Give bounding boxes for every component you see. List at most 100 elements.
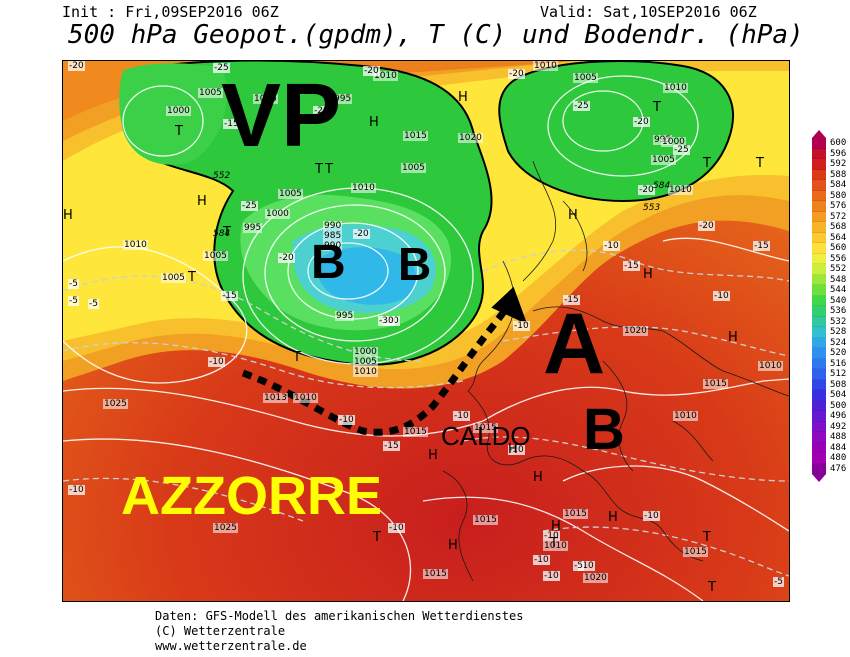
temperature-label: -10 (603, 241, 620, 251)
legend-bin (812, 306, 826, 317)
pressure-label: 995 (243, 223, 263, 233)
temperature-label: -5 (573, 561, 584, 571)
pressure-label: 1013 (263, 393, 288, 403)
pressure-label: 1000 (661, 137, 686, 147)
pressure-label: 1015 (563, 509, 588, 519)
legend-tick-label: 592 (830, 159, 847, 169)
legend-bin (812, 421, 826, 432)
legend-tick-label: 600 (830, 138, 847, 148)
temperature-label: -5 (68, 296, 79, 306)
temperature-label: -10 (453, 411, 470, 421)
temperature-label: -10 (643, 511, 660, 521)
pressure-center-marker: T (293, 350, 301, 365)
caldo-label: CALDO (441, 421, 531, 451)
legend-bins (812, 138, 826, 474)
temperature-label: -20 (313, 106, 330, 116)
temperature-label: -25 (213, 63, 230, 73)
pressure-label: 990 (323, 241, 343, 251)
pressure-center-marker: T (188, 270, 196, 285)
pressure-center-marker: T (175, 124, 183, 139)
pressure-label: 1010 (533, 61, 558, 71)
temperature-label: -5 (68, 279, 79, 289)
legend-tick-label: 544 (830, 285, 847, 295)
legend-tick-label: 520 (830, 348, 847, 358)
pressure-label: 1005 (278, 189, 303, 199)
legend-tick-label: 492 (830, 421, 847, 432)
legend-tick-label: 476 (830, 463, 847, 474)
low-b-1: B (311, 236, 346, 289)
legend-bin (812, 159, 826, 170)
temperature-label: -20 (508, 69, 525, 79)
pressure-label: 1015 (423, 569, 448, 579)
pressure-center-marker: H (197, 194, 207, 209)
temperature-label: -25 (573, 101, 590, 111)
legend-bin (812, 169, 826, 180)
pressure-label: 1015 (473, 515, 498, 525)
legend-bin (812, 463, 826, 474)
legend-bin (812, 211, 826, 222)
contour-value-label: 552 (213, 171, 231, 181)
pressure-label: 1015 (403, 131, 428, 141)
legend-bin (812, 453, 826, 464)
pressure-label: 1005 (253, 94, 278, 104)
legend-bin (812, 442, 826, 453)
temperature-label: -15 (223, 119, 240, 129)
temperature-label: -10 (533, 555, 550, 565)
legend-tick-label: 584 (830, 180, 847, 190)
pressure-center-marker: T (756, 156, 764, 171)
pressure-label: 1005 (353, 357, 378, 367)
ne-low-green (498, 61, 734, 203)
pressure-center-marker: T (703, 530, 711, 545)
temperature-label: -10 (388, 523, 405, 533)
pressure-label: 1000 (265, 209, 290, 219)
legend-bin (812, 138, 826, 149)
cold-core-inner (316, 247, 417, 305)
legend-tick-label: 496 (830, 411, 847, 421)
pressure-label: 1010 (353, 367, 378, 377)
legend-bin (812, 369, 826, 380)
legend-tick-label: 560 (830, 243, 847, 253)
legend-bin (812, 295, 826, 306)
pressure-label: 1010 (543, 541, 568, 551)
temperature-label: -10 (513, 321, 530, 331)
temperature-label: -10 (68, 485, 85, 495)
pressure-label: 1005 (198, 88, 223, 98)
pressure-label: 1015 (703, 379, 728, 389)
footer-url[interactable]: www.wetterzentrale.de (155, 639, 307, 653)
low-b-2: B (398, 238, 432, 290)
legend-bin (812, 285, 826, 296)
pressure-label: 1005 (203, 251, 228, 261)
low-b-3: B (583, 397, 625, 462)
legend-tick-label: 504 (830, 390, 847, 400)
pressure-label: 1020 (233, 601, 258, 602)
pressure-label: 1005 (161, 273, 186, 283)
legend-bin (812, 316, 826, 327)
legend-bin (812, 390, 826, 401)
legend-tick-label: 528 (830, 327, 847, 337)
legend-bottom-cap (812, 474, 826, 482)
temperature-label: -20 (353, 229, 370, 239)
pressure-label: 1000 (353, 347, 378, 357)
pressure-label: 1005 (573, 73, 598, 83)
temperature-label: -10 (543, 531, 560, 541)
legend-bin (812, 432, 826, 443)
footer-data-source: Daten: GFS-Modell des amerikanischen Wet… (155, 609, 524, 623)
temperature-label: -10 (578, 561, 595, 571)
legend-bin (812, 222, 826, 233)
legend-bin (812, 400, 826, 411)
pressure-center-marker: H (458, 90, 468, 105)
legend-bin (812, 201, 826, 212)
legend-tick-label: 564 (830, 232, 847, 243)
arrow-head (491, 286, 528, 325)
weather-map: 1005 1000 1005 1010 995 1015 1020 1005 1010 1000 9… (62, 60, 790, 602)
pressure-label: 985 (323, 231, 343, 241)
pressure-label: 1015 (473, 423, 498, 433)
legend-bin (812, 253, 826, 264)
temperature-label: -15 (221, 291, 238, 301)
legend-tick-label: 540 (830, 295, 847, 306)
pressure-label: 1015 (683, 547, 708, 557)
pressure-label: 1020 (583, 573, 608, 583)
pressure-center-marker: H (533, 470, 543, 485)
legend-bin (812, 180, 826, 191)
temperature-label: -5 (88, 299, 99, 309)
